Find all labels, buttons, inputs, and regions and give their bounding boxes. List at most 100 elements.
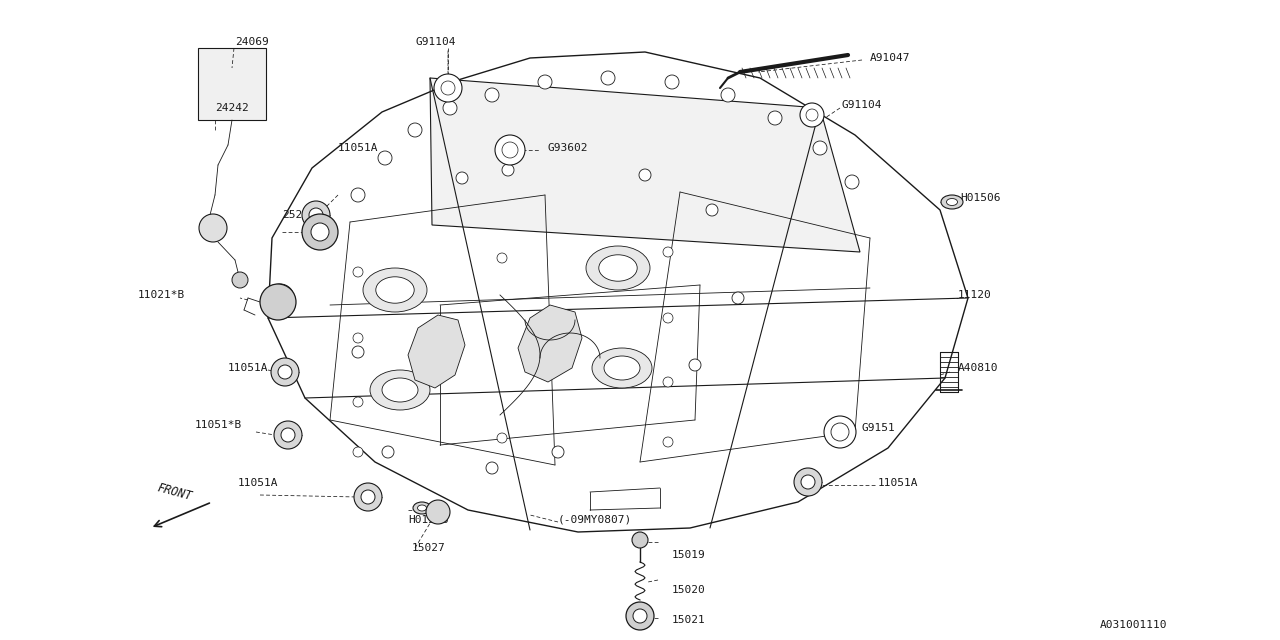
Text: 11051A: 11051A <box>238 478 279 488</box>
Circle shape <box>352 346 364 358</box>
Circle shape <box>634 609 646 623</box>
Circle shape <box>198 214 227 242</box>
Text: 25240: 25240 <box>282 210 316 220</box>
Circle shape <box>442 81 454 95</box>
Ellipse shape <box>946 198 957 205</box>
Circle shape <box>602 71 614 85</box>
Text: G9151: G9151 <box>861 423 896 433</box>
Circle shape <box>282 428 294 442</box>
Circle shape <box>831 423 849 441</box>
Text: A40810: A40810 <box>957 363 998 373</box>
Circle shape <box>732 292 744 304</box>
Text: H01506: H01506 <box>408 515 448 525</box>
Circle shape <box>666 75 678 89</box>
Ellipse shape <box>417 505 426 511</box>
Polygon shape <box>408 315 465 388</box>
Text: 15021: 15021 <box>672 615 705 625</box>
Circle shape <box>274 421 302 449</box>
Circle shape <box>278 365 292 379</box>
Circle shape <box>355 483 381 511</box>
Circle shape <box>302 214 338 250</box>
Text: 11051A: 11051A <box>228 363 269 373</box>
Circle shape <box>538 75 552 89</box>
Circle shape <box>689 359 701 371</box>
Ellipse shape <box>364 268 428 312</box>
Circle shape <box>663 313 673 323</box>
Circle shape <box>271 358 300 386</box>
Circle shape <box>378 151 392 165</box>
Text: 24069: 24069 <box>236 37 269 47</box>
Text: A91047: A91047 <box>870 53 910 63</box>
Circle shape <box>721 88 735 102</box>
Circle shape <box>495 135 525 165</box>
Circle shape <box>311 223 329 241</box>
Text: 15020: 15020 <box>672 585 705 595</box>
Circle shape <box>502 142 518 158</box>
Circle shape <box>707 204 718 216</box>
Circle shape <box>443 101 457 115</box>
Circle shape <box>260 284 296 320</box>
Circle shape <box>308 208 323 222</box>
Text: 11051*B: 11051*B <box>195 420 242 430</box>
Text: A031001110: A031001110 <box>1100 620 1167 630</box>
Circle shape <box>800 103 824 127</box>
Text: G91104: G91104 <box>415 37 456 47</box>
Ellipse shape <box>376 276 415 303</box>
Text: 24242: 24242 <box>215 103 248 113</box>
Text: 11021*B: 11021*B <box>138 290 186 300</box>
Circle shape <box>639 169 652 181</box>
Circle shape <box>426 500 451 524</box>
Circle shape <box>663 247 673 257</box>
Ellipse shape <box>381 378 419 402</box>
Circle shape <box>351 188 365 202</box>
Circle shape <box>361 490 375 504</box>
Ellipse shape <box>604 356 640 380</box>
Circle shape <box>497 253 507 263</box>
Circle shape <box>485 88 499 102</box>
Circle shape <box>381 446 394 458</box>
Circle shape <box>794 468 822 496</box>
Circle shape <box>353 397 364 407</box>
Circle shape <box>266 284 294 312</box>
Circle shape <box>632 532 648 548</box>
FancyBboxPatch shape <box>198 48 266 120</box>
Text: 11051A: 11051A <box>338 143 379 153</box>
Text: FRONT: FRONT <box>156 481 193 503</box>
Circle shape <box>813 141 827 155</box>
Ellipse shape <box>591 348 652 388</box>
Circle shape <box>353 267 364 277</box>
Circle shape <box>845 175 859 189</box>
Text: G91104: G91104 <box>842 100 882 110</box>
Text: 11120: 11120 <box>957 290 992 300</box>
Ellipse shape <box>599 255 637 281</box>
Circle shape <box>497 433 507 443</box>
Polygon shape <box>518 305 582 382</box>
Ellipse shape <box>941 195 963 209</box>
Circle shape <box>824 416 856 448</box>
Circle shape <box>486 462 498 474</box>
Text: 15027: 15027 <box>412 543 445 553</box>
Ellipse shape <box>413 502 431 514</box>
Circle shape <box>353 447 364 457</box>
Circle shape <box>302 201 330 229</box>
Circle shape <box>626 602 654 630</box>
Polygon shape <box>430 78 860 252</box>
Text: H01506: H01506 <box>960 193 1001 203</box>
Circle shape <box>353 333 364 343</box>
Text: G93602: G93602 <box>548 143 589 153</box>
Circle shape <box>768 111 782 125</box>
Circle shape <box>502 164 515 176</box>
Circle shape <box>801 475 815 489</box>
Circle shape <box>663 437 673 447</box>
Circle shape <box>434 74 462 102</box>
Text: 11051A: 11051A <box>878 478 919 488</box>
Ellipse shape <box>370 370 430 410</box>
Circle shape <box>408 123 422 137</box>
Text: 15019: 15019 <box>672 550 705 560</box>
Ellipse shape <box>586 246 650 290</box>
Circle shape <box>663 377 673 387</box>
Circle shape <box>552 446 564 458</box>
Circle shape <box>273 291 287 305</box>
Circle shape <box>806 109 818 121</box>
Text: (-09MY0807): (-09MY0807) <box>558 515 632 525</box>
